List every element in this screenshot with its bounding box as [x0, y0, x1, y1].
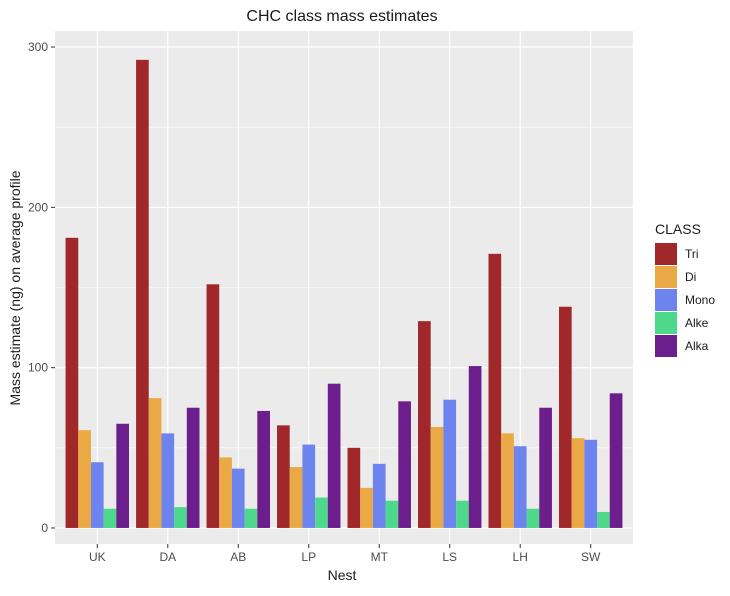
bar-alka-ab [257, 410, 270, 528]
y-tick-label: 0 [41, 521, 48, 535]
bar-alke-lh [526, 508, 540, 528]
bar-di-uk [78, 430, 91, 528]
bar-alke-ab [244, 508, 258, 528]
bar-alka-da [186, 407, 200, 528]
legend-label-alke: Alke [685, 316, 709, 330]
bar-mono-mt [372, 463, 386, 528]
legend-label-di: Di [685, 270, 696, 284]
legend-title: CLASS [655, 221, 701, 237]
x-tick-label: UK [89, 550, 106, 564]
y-tick-label: 100 [28, 361, 48, 375]
y-tick-label: 200 [28, 200, 48, 214]
x-tick-label: MT [371, 550, 389, 564]
legend: CLASS Tri Di Mono Alke Alka [655, 221, 715, 357]
bar-mono-ls [443, 399, 457, 528]
bar-alka-ls [468, 366, 482, 528]
legend-key-alka [655, 335, 677, 357]
y-axis-title: Mass estimate (ng) on average profile [7, 170, 23, 405]
x-tick-label: DA [159, 550, 176, 564]
bar-mono-ab [231, 468, 245, 528]
bar-alke-lp [315, 497, 328, 528]
bar-alka-mt [398, 401, 411, 528]
legend-key-tri [655, 243, 677, 265]
bar-alka-uk [116, 423, 130, 528]
bar-tri-uk [65, 237, 79, 528]
bar-tri-lp [277, 425, 290, 528]
bar-tri-ab [206, 284, 220, 528]
x-tick-label: LH [513, 550, 528, 564]
legend-label-tri: Tri [685, 247, 699, 261]
legend-label-alka: Alka [685, 339, 709, 353]
bar-tri-sw [558, 306, 572, 528]
bar-mono-da [161, 433, 175, 528]
y-tick-label: 300 [28, 40, 48, 54]
bar-mono-lh [513, 446, 527, 528]
bar-alke-mt [385, 500, 399, 528]
x-tick-label: LP [301, 550, 316, 564]
bar-alke-da [174, 507, 187, 528]
bar-di-lh [501, 433, 514, 528]
x-tick-label: LS [442, 550, 457, 564]
legend-key-alke [655, 312, 677, 334]
chart-title: CHC class mass estimates [246, 8, 437, 25]
bar-alke-uk [103, 508, 117, 528]
bar-di-sw [571, 438, 585, 528]
bar-di-ab [219, 457, 232, 528]
x-axis: UK DA AB LP MT LS LH SW [89, 544, 601, 564]
bar-tri-ls [418, 321, 431, 528]
bar-tri-lh [488, 253, 502, 528]
bar-mono-sw [584, 439, 598, 528]
legend-key-di [655, 266, 677, 288]
x-axis-title: Nest [328, 567, 357, 583]
bar-alke-ls [456, 500, 469, 528]
bar-tri-da [136, 59, 149, 528]
bar-alka-sw [609, 393, 623, 528]
bar-alka-lh [539, 407, 552, 528]
x-tick-label: SW [581, 550, 601, 564]
bar-mono-lp [302, 444, 316, 528]
bar-alka-lp [327, 383, 341, 528]
bars [65, 59, 623, 528]
y-axis: 0 100 200 300 [28, 40, 55, 535]
bar-di-ls [430, 426, 444, 528]
bar-di-mt [360, 487, 373, 528]
bar-di-lp [289, 467, 303, 528]
bar-mono-uk [90, 462, 104, 528]
bar-alke-sw [597, 511, 610, 528]
legend-key-mono [655, 289, 677, 311]
bar-tri-mt [347, 447, 361, 528]
bar-di-da [148, 398, 162, 528]
x-tick-label: AB [230, 550, 246, 564]
legend-label-mono: Mono [685, 293, 715, 307]
